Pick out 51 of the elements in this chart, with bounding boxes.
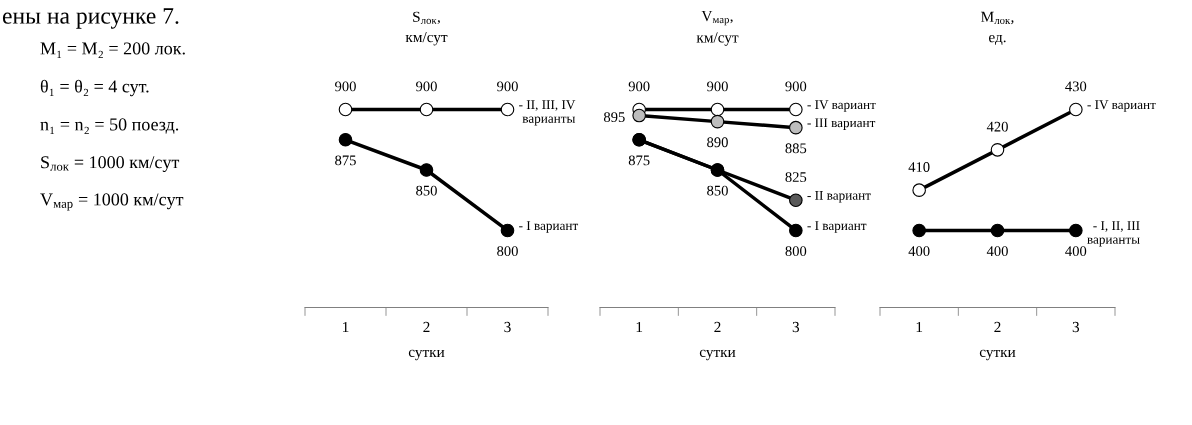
x-axis-title: сутки	[979, 349, 1016, 361]
data-label: 900	[335, 81, 356, 92]
x-tick-label: 1	[916, 321, 923, 332]
x-tick-label: 1	[343, 321, 349, 332]
series-label: - I, II, III варианты	[1087, 221, 1140, 247]
data-label: 400	[908, 246, 930, 257]
data-label: 400	[986, 246, 1008, 257]
series-label: - II, III, IV варианты	[519, 100, 576, 126]
data-label: 825	[785, 172, 807, 182]
series-label: - IV вариант	[1087, 100, 1156, 112]
x-tick-label: 3	[504, 321, 511, 333]
text: S$_{лок}$ = 1000 км/сут	[41, 156, 180, 173]
data-label: 900	[497, 81, 518, 92]
x-tick-label: 1	[636, 321, 643, 332]
data-label: 800	[785, 246, 807, 257]
data-label: 900	[628, 81, 650, 92]
series-label: - II вариант	[807, 191, 871, 203]
data-label: 850	[416, 185, 437, 196]
x-axis-title: сутки	[699, 349, 736, 361]
text: M₁ = M₂ = 200 лок.	[40, 42, 185, 59]
data-label: 885	[785, 143, 807, 154]
x-tick-label: 2	[423, 321, 430, 332]
data-label: 400	[1065, 246, 1087, 257]
series-label: - I вариант	[807, 221, 867, 233]
data-label: 875	[628, 155, 650, 166]
data-label: 890	[707, 137, 728, 148]
data-label: 875	[335, 155, 356, 166]
data-label: 410	[908, 162, 930, 172]
y-axis-title: M$_{лок}$, ед.	[981, 11, 1014, 46]
text: n₁ = n₂ = 50 поезд.	[40, 118, 179, 135]
text: V$_{мар}$ = 1000 км/сут	[40, 193, 184, 211]
x-tick-label: 2	[994, 321, 1001, 332]
series-label: - I вариант	[519, 221, 579, 233]
data-label: 900	[785, 81, 807, 92]
data-label: 800	[497, 246, 518, 257]
text: θ₁ = θ₂ = 4 сут.	[40, 79, 149, 97]
y-axis-title: S$_{лок}$, км/сут	[405, 11, 448, 46]
data-label: 900	[416, 81, 437, 92]
data-label: 895	[603, 112, 625, 122]
data-label: 420	[986, 121, 1008, 132]
x-tick-label: 2	[714, 321, 721, 332]
text: ены на рисунке 7.	[2, 8, 179, 29]
x-axis-title: сутки	[408, 349, 445, 361]
series-label: - IV вариант	[807, 100, 876, 112]
x-tick-label: 3	[1072, 321, 1080, 333]
y-axis-title: V$_{мар}$, км/сут	[696, 10, 739, 46]
data-label: 900	[707, 81, 728, 92]
data-label: 850	[707, 185, 728, 196]
data-label: 430	[1065, 81, 1087, 92]
x-tick-label: 3	[792, 321, 800, 333]
series-label: - III вариант	[807, 118, 876, 130]
